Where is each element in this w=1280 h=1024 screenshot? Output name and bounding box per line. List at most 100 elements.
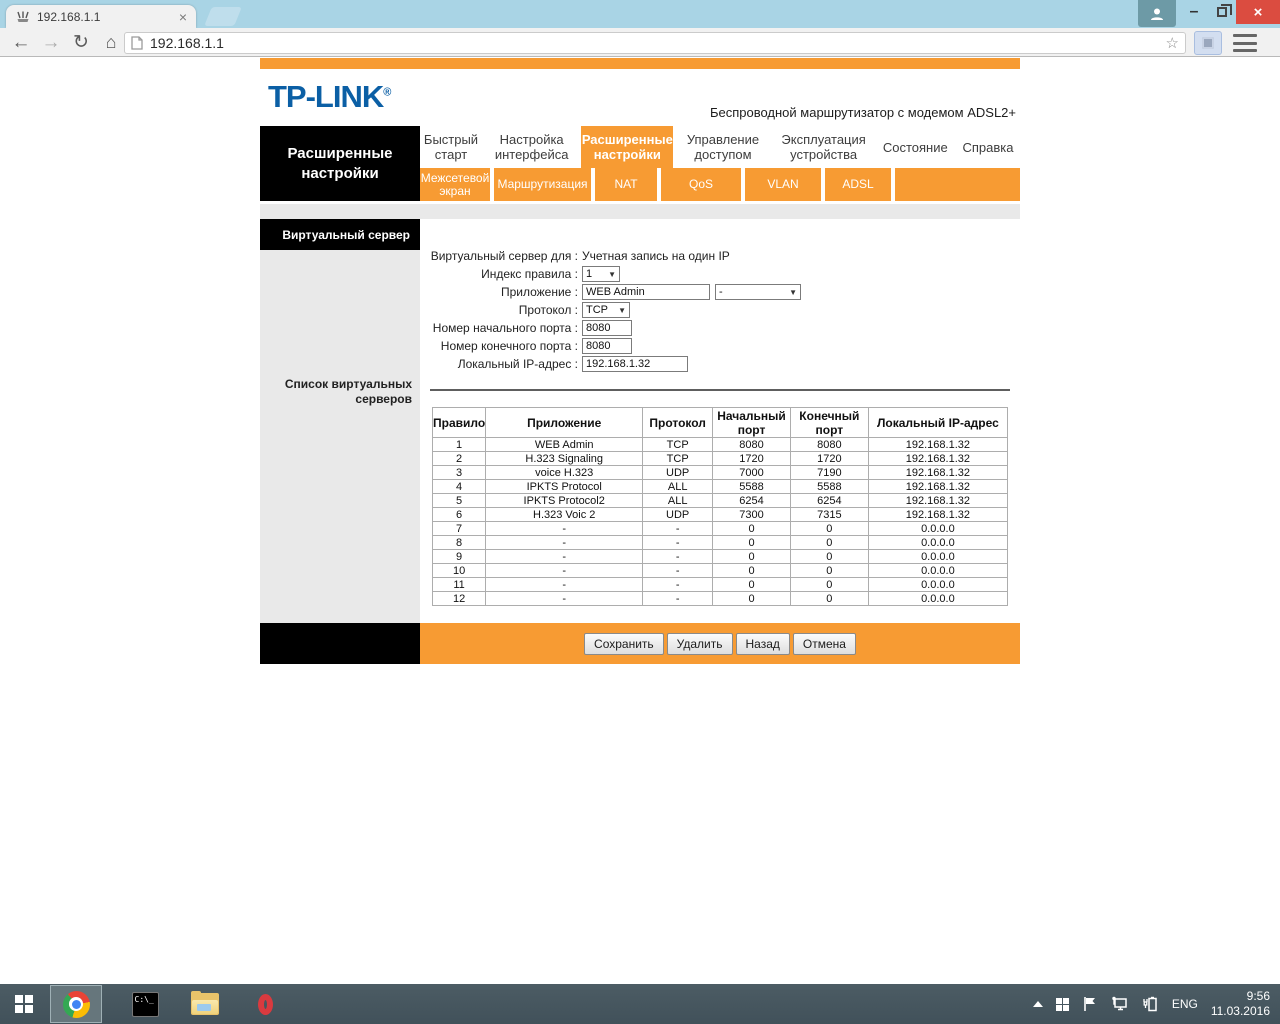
table-cell: 0 [789,591,869,606]
save-button[interactable]: Сохранить [584,632,664,655]
system-tray: ENG 9:56 11.03.2016 [1032,984,1280,1024]
tray-windows-icon[interactable] [1055,997,1069,1011]
taskbar-explorer-button[interactable] [182,984,228,1024]
profile-button[interactable] [1138,0,1176,27]
table-cell: - [642,549,714,564]
action-buttons-bar: Сохранить Удалить Назад Отмена [420,623,1020,664]
reload-icon[interactable]: ↻ [73,31,89,53]
subtab-routing[interactable]: Маршрутизация [497,177,588,191]
taskbar-opera-button[interactable] [242,984,288,1024]
application-preset-select[interactable]: - ▼ [715,284,801,300]
subtab-nat[interactable]: NAT [614,177,638,191]
table-header-cell: Протокол [642,407,714,438]
protocol-select[interactable]: TCP ▼ [582,302,630,318]
home-icon[interactable]: ⌂ [105,32,117,52]
power-battery-icon[interactable] [1142,996,1159,1012]
back-icon[interactable]: ← [11,31,31,53]
extension-button[interactable] [1194,31,1222,55]
chrome-icon [62,990,90,1018]
table-row: 8- -0 0 0.0.0.0 [431,535,1009,550]
subtab-vlan[interactable]: VLAN [767,177,799,191]
table-row: 1 WEB Admin TCP 8080 8080 192.168.1.32 [431,437,1009,452]
end-port-input[interactable] [582,338,632,354]
table-cell: 0 [789,563,869,578]
table-cell: IPKTS Protocol [485,479,644,494]
language-indicator[interactable]: ENG [1171,997,1198,1011]
tab-close-icon[interactable]: × [178,8,187,25]
taskbar-chrome-button[interactable] [50,985,102,1023]
taskbar-cmd-button[interactable]: C:\_ [122,984,168,1024]
subtab-firewall[interactable]: Межсетевой экран [420,170,490,198]
tab-help[interactable]: Справка [962,139,1014,155]
forward-icon[interactable]: → [41,31,61,53]
table-cell: 192.168.1.32 [867,493,1009,508]
table-cell: 7000 [712,465,791,480]
network-icon[interactable] [1111,996,1129,1012]
new-tab-button[interactable] [204,7,242,26]
back-button[interactable]: Назад [735,632,790,655]
close-button[interactable]: × [1236,0,1280,24]
start-button[interactable] [0,984,48,1024]
subtab-separator [741,168,745,201]
local-ip-input[interactable] [582,356,688,372]
tab-access-management[interactable]: Управление доступом [686,132,760,162]
table-row: 6 H.323 Voic 2 UDP 7300 7315 192.168.1.32 [431,507,1009,522]
table-row: 11- -0 0 0.0.0.0 [431,577,1009,592]
subtab-adsl[interactable]: ADSL [842,177,874,191]
table-cell: 2 [431,451,487,466]
form-row-end-port: Номер конечного порта : [420,337,1020,355]
taskbar-clock[interactable]: 9:56 11.03.2016 [1211,989,1270,1019]
minimize-button[interactable]: – [1189,3,1199,20]
restore-button[interactable] [1208,0,1236,24]
sidebar-item-virtual-server[interactable]: Виртуальный сервер [260,219,420,250]
url-input[interactable] [150,35,1166,51]
table-header-cell: Конечный порт [789,407,869,438]
table-header-cell: Правило [431,407,487,438]
delete-button[interactable]: Удалить [666,632,733,655]
virtual-servers-table: Правило Приложение Протокол Начальный порт К… [431,407,1009,606]
server-for-value: Учетная запись на один IP [582,249,730,263]
subtab-separator [591,168,595,201]
show-hidden-icons-chevron[interactable] [1032,1001,1043,1007]
tab-status[interactable]: Состояние [882,139,948,155]
extension-icon [1202,37,1214,49]
form-row-server-for: Виртуальный сервер для : Учетная запись … [420,247,1020,265]
table-cell: 12 [431,591,487,606]
command-prompt-icon: C:\_ [131,991,159,1017]
tab-quick-start[interactable]: Быстрый старт [423,132,479,162]
table-cell: 7315 [789,507,869,522]
form-row-local-ip: Локальный IP-адрес : [420,355,1020,373]
tplink-logo: TP-LINK® [268,79,392,114]
header: TP-LINK® Беспроводной маршрутизатор с мо… [260,69,1020,126]
tab-interface-setup[interactable]: Настройка интерфейса [494,132,569,162]
application-input[interactable] [582,284,710,300]
sub-nav-tabs: Межсетевой экран Маршрутизация NAT QoS VLAN A… [420,168,1020,201]
start-port-input[interactable] [582,320,632,336]
tab-advanced-setup[interactable]: Расширенные настройки [581,126,674,168]
virtual-server-form: Виртуальный сервер для : Учетная запись … [420,247,1020,373]
browser-tab[interactable]: 192.168.1.1 × [6,5,196,28]
tab-maintenance[interactable]: Эксплуатация устройства [781,132,866,162]
sidebar-list-caption: Список виртуальных серверов [284,377,412,406]
subtab-separator [891,168,895,201]
table-row: 12- -0 0 0.0.0.0 [431,591,1009,606]
rule-index-select[interactable]: 1 ▼ [582,266,620,282]
cancel-button[interactable]: Отмена [792,632,856,655]
table-header-cell: Локальный IP-адрес [867,407,1009,438]
footer-bar: Сохранить Удалить Назад Отмена [260,623,1020,664]
table-cell: 0 [789,577,869,592]
windows-logo-icon [15,995,33,1013]
table-cell: UDP [642,465,714,480]
chevron-up-icon [1032,1001,1043,1007]
divider-strip [260,204,1020,219]
browser-menu-icon[interactable] [1233,34,1257,52]
address-bar[interactable]: ☆ [124,32,1186,54]
bookmark-star-icon[interactable]: ☆ [1165,35,1179,52]
subtab-qos[interactable]: QoS [688,177,713,191]
action-center-flag-icon[interactable] [1082,996,1098,1012]
subtab-separator [490,168,494,201]
chevron-down-icon: ▼ [789,287,797,297]
section-title: Расширенные настройки [260,126,420,201]
form-row-rule-index: Индекс правила : 1 ▼ [420,265,1020,283]
form-row-application: Приложение : -▼ [420,283,1020,301]
